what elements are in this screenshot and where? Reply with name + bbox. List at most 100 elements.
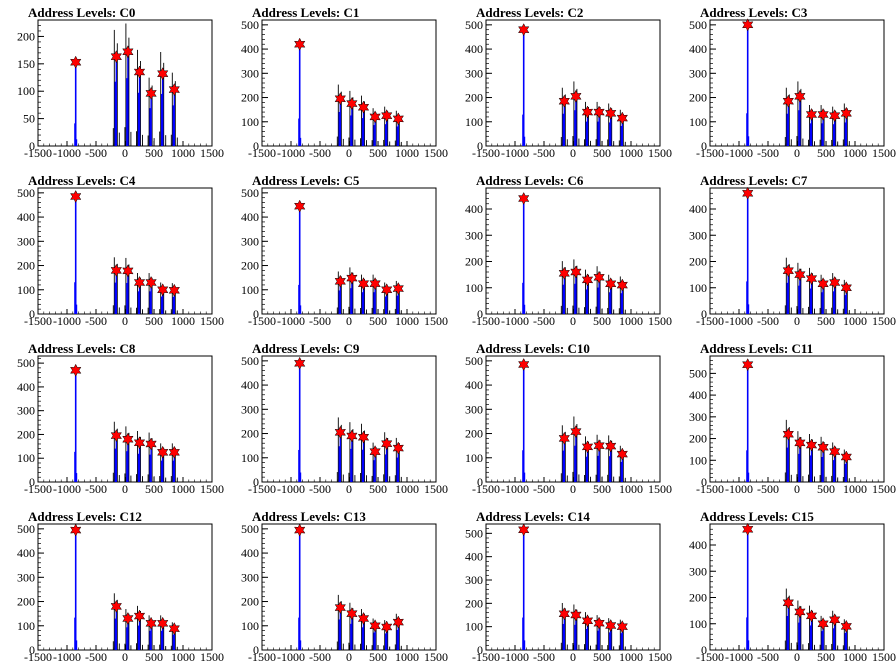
chart-title: Address Levels: C6 xyxy=(476,173,584,188)
y-tick-label: 300 xyxy=(241,402,259,416)
x-tick-label: 1000 xyxy=(171,146,195,160)
star-marker-icon xyxy=(570,608,582,622)
x-tick-label: 1500 xyxy=(200,314,224,328)
star-marker-icon xyxy=(168,445,180,459)
x-tick-label: 1000 xyxy=(843,314,867,328)
y-tick-label: 500 xyxy=(17,356,35,370)
star-marker-icon xyxy=(168,622,180,636)
star-marker-icon xyxy=(782,264,794,278)
y-tick-label: 100 xyxy=(465,451,483,465)
chart-svg: 0 100 200 300 400 500 -1500 -1000 -500 0 500 1000 15… xyxy=(17,522,224,664)
plot-frame xyxy=(261,355,437,483)
x-tick-label: -1500 xyxy=(24,482,52,496)
y-tick-label: 300 xyxy=(17,570,35,584)
peak-spikes xyxy=(746,526,750,650)
y-tick-label: 0 xyxy=(253,307,259,321)
star-marker-icon xyxy=(518,191,530,206)
plot-frame xyxy=(37,523,213,651)
star-marker-icon xyxy=(518,523,530,537)
x-tick-label: -1000 xyxy=(501,482,529,496)
x-tick-label: -1500 xyxy=(472,650,500,664)
star-marker-icon xyxy=(840,450,852,464)
peak-spikes xyxy=(112,421,120,482)
x-tick-label: -1500 xyxy=(472,482,500,496)
star-marker-icon xyxy=(742,522,754,536)
star-marker-icon xyxy=(605,277,617,291)
chart-panel: Address Levels: C3 0 100 200 300 400 500 -1500-… xyxy=(672,0,896,168)
y-tick-label: 100 xyxy=(241,115,259,129)
x-tick-label: 500 xyxy=(145,482,163,496)
star-marker-icon xyxy=(392,615,404,629)
x-tick-label: 0 xyxy=(570,650,576,664)
y-tick-label: 200 xyxy=(17,595,35,609)
star-marker-icon xyxy=(558,431,570,445)
x-tick-label: -1500 xyxy=(472,146,500,160)
chart-svg: 0 100 200 300 400 500 -1500 -1000 -500 0 500 1000 15… xyxy=(465,18,672,160)
y-tick-label: 0 xyxy=(253,139,259,153)
star-marker-icon xyxy=(782,427,794,441)
x-tick-label: 1000 xyxy=(843,650,867,664)
y-tick-label: 50 xyxy=(23,112,35,126)
peak-spikes xyxy=(124,426,132,482)
chart-panel: Address Levels: C13 0 100 200 300 400 500 -1500… xyxy=(224,504,448,672)
x-tick-label: 500 xyxy=(817,146,835,160)
star-marker-icon xyxy=(518,357,530,372)
y-tick-label: 300 xyxy=(17,234,35,248)
x-tick-label: -500 xyxy=(533,482,555,496)
x-tick-label: 500 xyxy=(817,650,835,664)
x-tick-label: -1000 xyxy=(53,146,81,160)
star-marker-icon xyxy=(381,109,393,123)
x-tick-label: -1500 xyxy=(696,146,724,160)
y-tick-label: 100 xyxy=(689,115,707,129)
star-marker-icon xyxy=(357,100,370,114)
star-marker-icon xyxy=(334,425,346,439)
peak-spikes xyxy=(298,527,302,650)
y-tick-label: 0 xyxy=(29,307,35,321)
y-tick-label: 500 xyxy=(241,354,259,368)
y-tick-label: 400 xyxy=(241,42,259,56)
y-tick-label: 300 xyxy=(241,234,259,248)
star-marker-icon xyxy=(122,45,134,59)
star-marker-icon xyxy=(581,614,594,628)
y-tick-label: 0 xyxy=(29,643,35,657)
plot-frame xyxy=(709,187,885,315)
peak-spikes xyxy=(336,84,344,146)
x-tick-label: -500 xyxy=(533,650,555,664)
x-tick-label: 1500 xyxy=(648,314,672,328)
star-marker-icon xyxy=(605,106,617,120)
x-tick-label: -500 xyxy=(309,314,331,328)
x-tick-label: 1500 xyxy=(872,650,896,664)
y-tick-label: 400 xyxy=(241,210,259,224)
y-tick-label: 100 xyxy=(465,281,483,295)
x-tick-label: -1000 xyxy=(501,146,529,160)
x-tick-label: 1000 xyxy=(395,146,419,160)
star-marker-icon xyxy=(157,67,169,81)
y-tick-label: 400 xyxy=(241,378,259,392)
x-tick-label: -1500 xyxy=(248,146,276,160)
peak-spikes xyxy=(522,27,526,146)
star-marker-icon xyxy=(593,439,605,453)
star-marker-icon xyxy=(369,619,381,633)
chart-svg: 0 100 200 300 400 -1500 -1000 -500 0 500 1000 1500 xyxy=(689,522,896,664)
x-tick-label: 1500 xyxy=(648,146,672,160)
peak-spikes xyxy=(170,72,178,146)
y-tick-label: 200 xyxy=(241,91,259,105)
y-tick-label: 200 xyxy=(689,91,707,105)
x-tick-label: -500 xyxy=(85,314,107,328)
star-marker-icon xyxy=(357,611,370,626)
chart-panel: Address Levels: C6 0 100 200 300 400 -1500 -100… xyxy=(448,168,672,336)
star-marker-icon xyxy=(829,613,841,627)
x-tick-label: -1000 xyxy=(725,650,753,664)
peak-spikes xyxy=(522,362,526,482)
star-marker-icon xyxy=(334,92,346,106)
star-marker-icon xyxy=(133,609,146,623)
x-tick-label: 1500 xyxy=(424,482,448,496)
star-marker-icon xyxy=(817,617,829,631)
x-tick-label: -1500 xyxy=(472,314,500,328)
star-marker-icon xyxy=(742,358,754,372)
x-tick-label: 0 xyxy=(346,482,352,496)
star-marker-icon xyxy=(381,437,393,451)
y-tick-label: 500 xyxy=(689,366,707,380)
y-tick-label: 500 xyxy=(465,526,483,540)
plot-frame xyxy=(37,19,213,147)
